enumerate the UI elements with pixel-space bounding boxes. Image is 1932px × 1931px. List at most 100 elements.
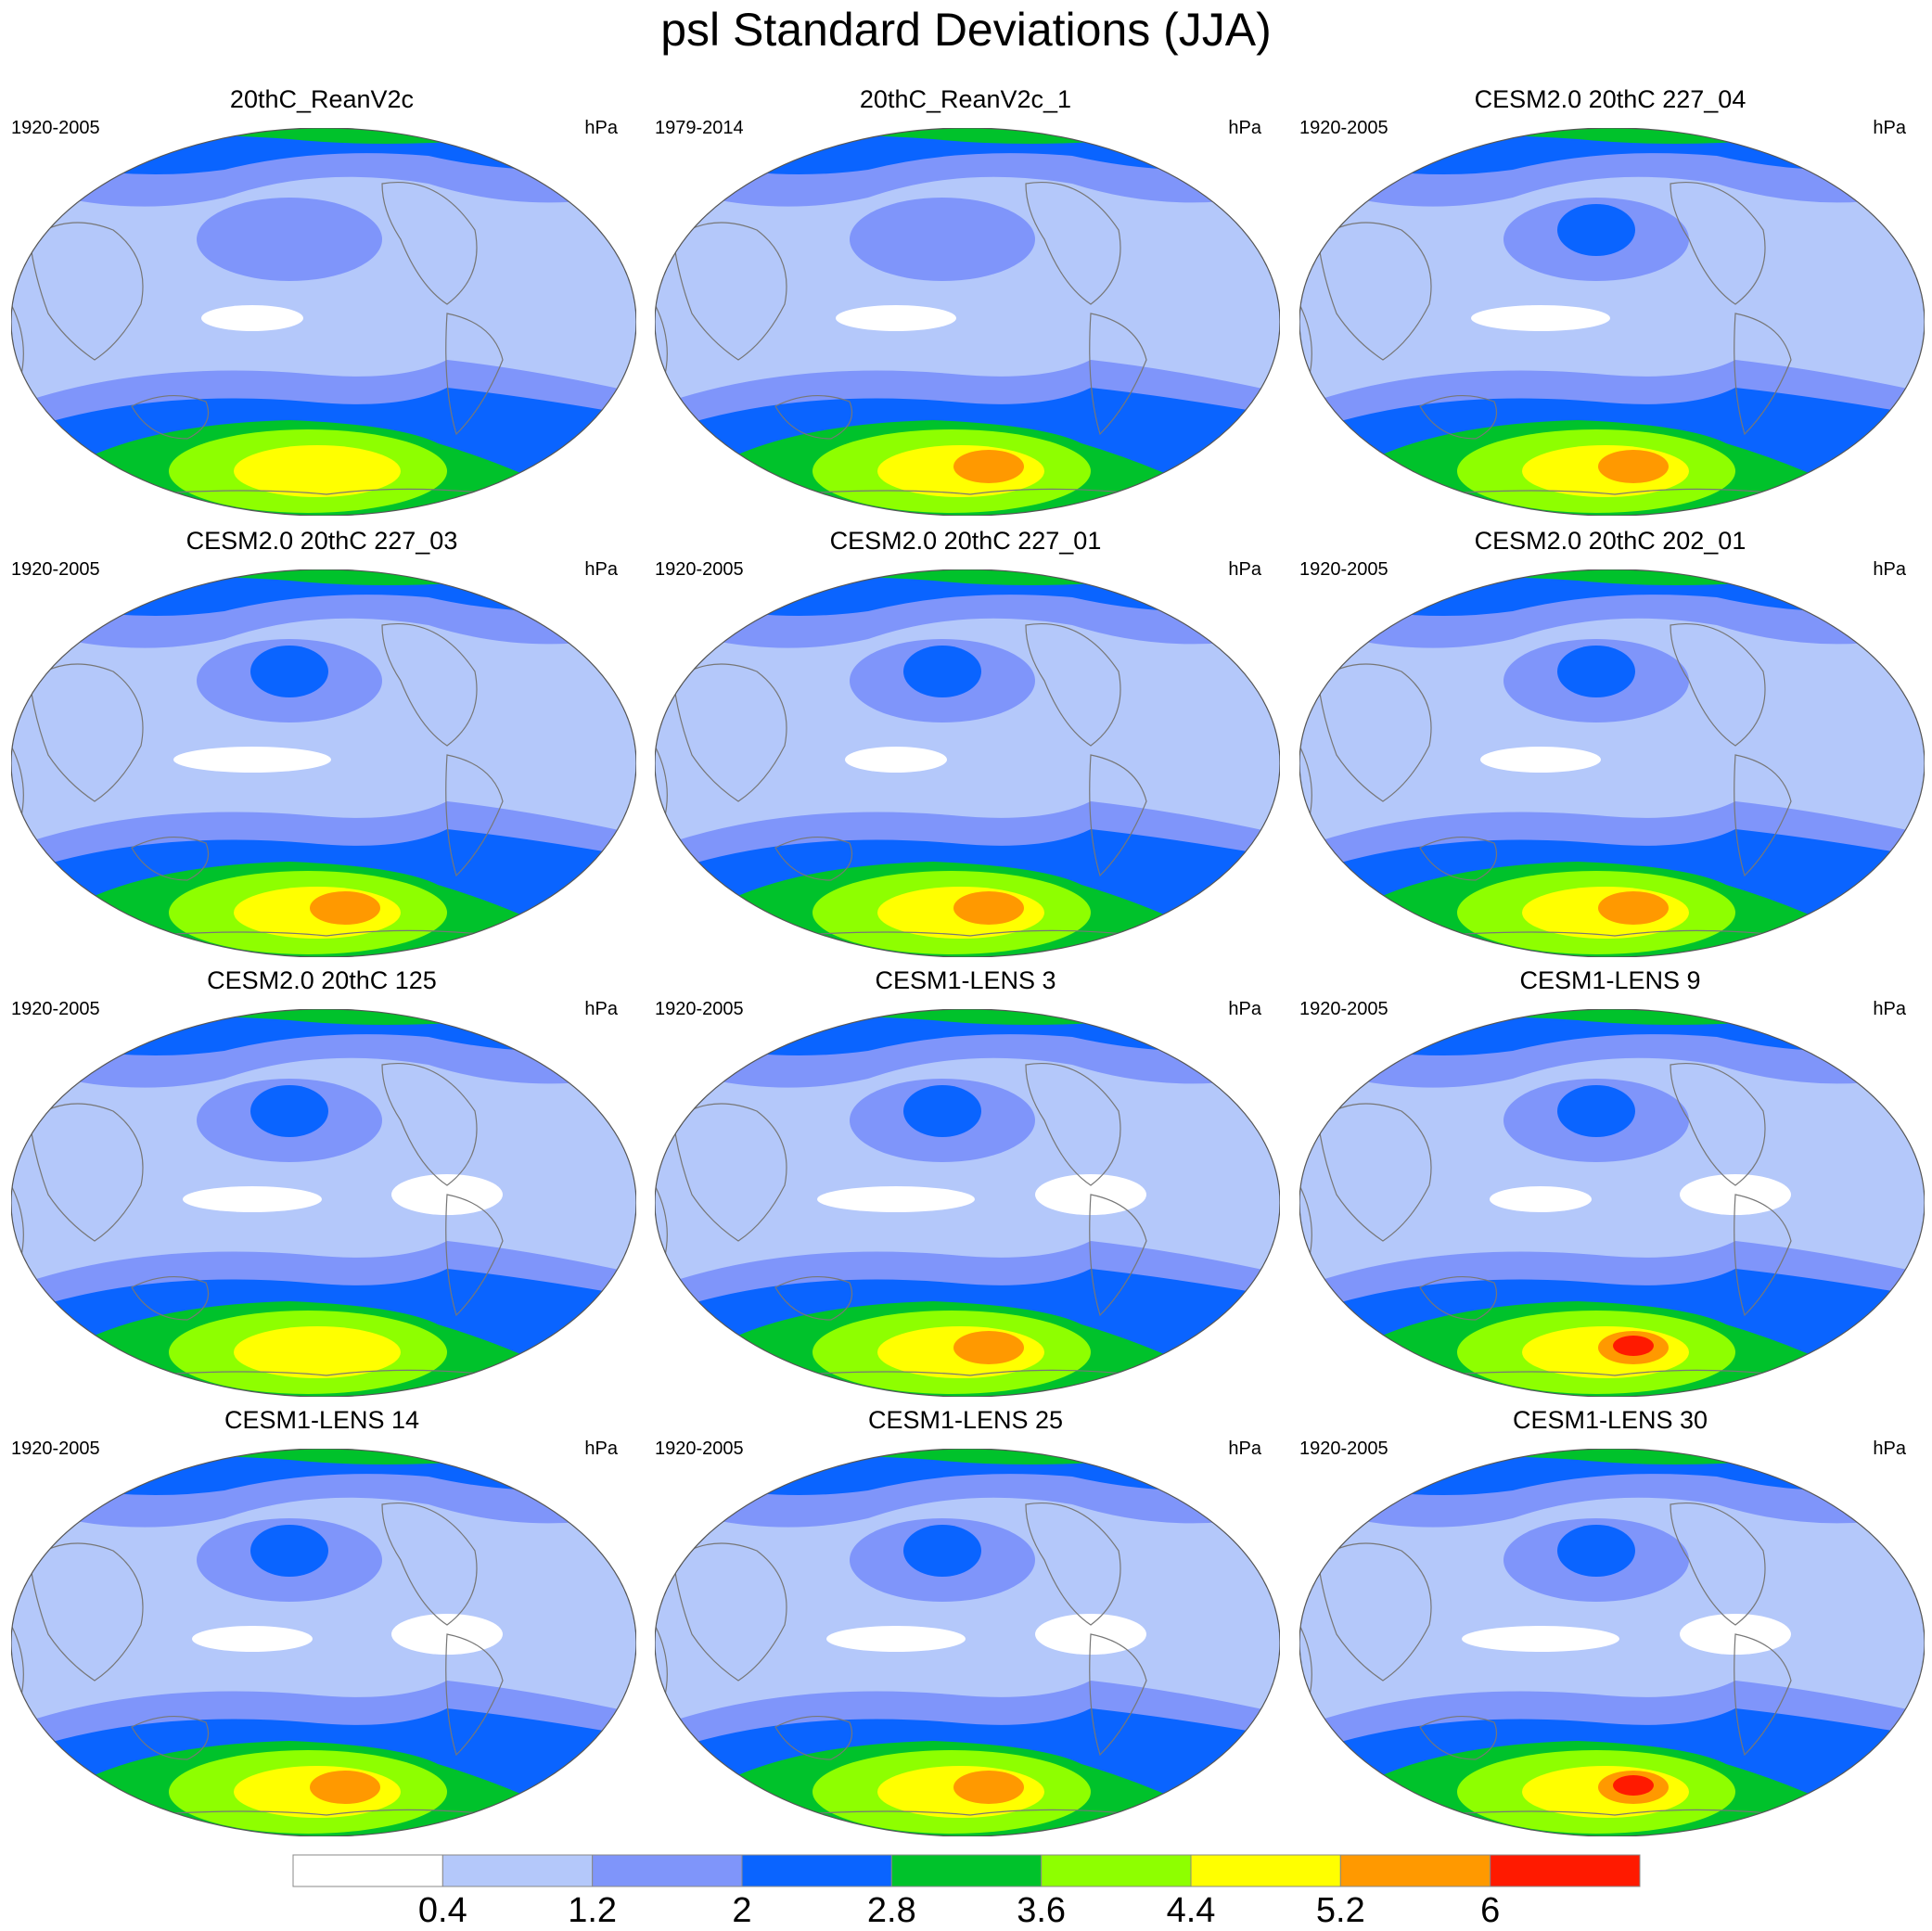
- map-globe: [11, 1009, 636, 1397]
- panel-units: hPa: [584, 559, 618, 580]
- north-america-outline: [1670, 1063, 1766, 1186]
- panel-title: CESM2.0 20thC 125: [207, 966, 437, 994]
- map-globe: [1299, 128, 1925, 516]
- tropic-white: [1490, 1186, 1592, 1212]
- arctic-band-36: [794, 1009, 1137, 1025]
- tropic-white: [201, 305, 303, 331]
- south-america-outline: [445, 1633, 504, 1757]
- panel-period: 1920-2005: [1299, 559, 1388, 580]
- map-globe: [1299, 1449, 1925, 1836]
- africa-outline: [11, 1184, 24, 1260]
- arctic-band-36: [794, 128, 1137, 144]
- panel-units: hPa: [1228, 1439, 1261, 1459]
- npacific-band-28: [250, 1085, 328, 1137]
- npacific-band-28: [1557, 646, 1635, 697]
- map-panel: CESM1-LENS 30 1920-2005 hPa: [1288, 1404, 1932, 1840]
- south-band-52: [234, 1326, 401, 1378]
- colorbar-tick-label: 2: [732, 1891, 752, 1930]
- arctic-band-36: [1439, 1449, 1782, 1464]
- panel-title: CESM1-LENS 3: [875, 966, 1056, 994]
- south-america-outline: [1089, 1194, 1147, 1317]
- asia-outline: [672, 1542, 787, 1682]
- australia-outline: [131, 395, 210, 440]
- npacific-band-2: [850, 198, 1035, 281]
- map-panel: CESM1-LENS 14 1920-2005 hPa: [0, 1404, 644, 1840]
- arctic-band-36: [794, 569, 1137, 585]
- africa-outline: [655, 1624, 668, 1700]
- south-america-outline: [445, 1194, 504, 1317]
- south-america-outline: [445, 313, 504, 436]
- panel-units: hPa: [584, 1439, 618, 1459]
- north-america-outline: [1025, 1503, 1121, 1626]
- south-band-52: [234, 445, 401, 497]
- africa-outline: [655, 303, 668, 379]
- colorbar-swatch: [1041, 1854, 1192, 1887]
- colorbar-swatch: [1490, 1854, 1641, 1887]
- colorbar-swatch: [441, 1854, 594, 1887]
- panel-title: CESM2.0 20thC 227_01: [829, 527, 1102, 555]
- colorbar-tick-label: 4.4: [1166, 1891, 1216, 1930]
- map-panel: CESM2.0 20thC 202_01 1920-2005 hPa: [1288, 525, 1932, 961]
- arctic-band-36: [1439, 569, 1782, 585]
- npacific-band-28: [250, 1525, 328, 1577]
- tropic-white: [826, 1626, 966, 1652]
- map-panel: 20thC_ReanV2c_1 1979-2014 hPa: [644, 83, 1287, 519]
- panel-period: 1920-2005: [655, 999, 744, 1019]
- africa-outline: [11, 1624, 24, 1700]
- panel-title: CESM1-LENS 14: [224, 1406, 420, 1434]
- tropic-white: [183, 1186, 322, 1212]
- south-band-max: [1613, 1336, 1654, 1356]
- asia-outline: [29, 222, 144, 361]
- colorbar-tick-label: 5.2: [1315, 1891, 1365, 1930]
- panel-period: 1920-2005: [11, 1439, 100, 1459]
- map-panel: CESM1-LENS 25 1920-2005 hPa: [644, 1404, 1287, 1840]
- arctic-band-36: [150, 1449, 493, 1464]
- panel-title: CESM2.0 20thC 227_03: [186, 527, 458, 555]
- panel-title: CESM2.0 20thC 202_01: [1474, 527, 1746, 555]
- map-globe: [11, 569, 636, 957]
- map-panel: CESM2.0 20thC 227_01 1920-2005 hPa: [644, 525, 1287, 961]
- colorbar-tick-label: 6: [1480, 1891, 1501, 1930]
- south-america-outline: [1734, 1633, 1792, 1757]
- npacific-band-2: [197, 198, 382, 281]
- north-america-outline: [381, 182, 478, 305]
- map-panel: CESM1-LENS 3 1920-2005 hPa: [644, 965, 1287, 1400]
- map-panel: CESM2.0 20thC 227_03 1920-2005 hPa: [0, 525, 644, 961]
- colorbar-swatch: [1190, 1854, 1341, 1887]
- arctic-band-36: [150, 128, 493, 144]
- panel-units: hPa: [1228, 559, 1261, 580]
- map-globe: [1299, 1009, 1925, 1397]
- npacific-band-28: [903, 1525, 981, 1577]
- panel-period: 1920-2005: [11, 559, 100, 580]
- panel-period: 1920-2005: [1299, 1439, 1388, 1459]
- panel-units: hPa: [1873, 1439, 1906, 1459]
- map-globe: [655, 128, 1280, 516]
- asia-outline: [29, 663, 144, 802]
- panel-period: 1979-2014: [655, 118, 744, 138]
- africa-outline: [1299, 745, 1312, 821]
- australia-outline: [774, 395, 853, 440]
- arctic-band-36: [150, 1009, 493, 1025]
- colorbar-tick-label: 3.6: [1017, 1891, 1067, 1930]
- tropic-white: [192, 1626, 313, 1652]
- north-america-outline: [381, 1503, 478, 1626]
- tropic-white: [836, 305, 956, 331]
- panel-title: CESM1-LENS 9: [1519, 966, 1701, 994]
- africa-outline: [1299, 1184, 1312, 1260]
- arctic-band-36: [1439, 128, 1782, 144]
- npacific-band-28: [250, 646, 328, 697]
- asia-outline: [1317, 1542, 1432, 1682]
- asia-outline: [672, 1103, 787, 1242]
- south-band-6: [953, 1771, 1024, 1804]
- colorbar-swatch: [890, 1854, 1043, 1887]
- australia-outline: [774, 837, 853, 881]
- tropic-white: [845, 747, 947, 773]
- asia-outline: [1317, 222, 1432, 361]
- map-panel: CESM2.0 20thC 125 1920-2005 hPa: [0, 965, 644, 1400]
- map-globe: [655, 1449, 1280, 1836]
- map-globe: [11, 1449, 636, 1836]
- panel-period: 1920-2005: [11, 118, 100, 138]
- npacific-band-28: [903, 1085, 981, 1137]
- map-panel: CESM1-LENS 9 1920-2005 hPa: [1288, 965, 1932, 1400]
- north-america-outline: [1670, 623, 1766, 747]
